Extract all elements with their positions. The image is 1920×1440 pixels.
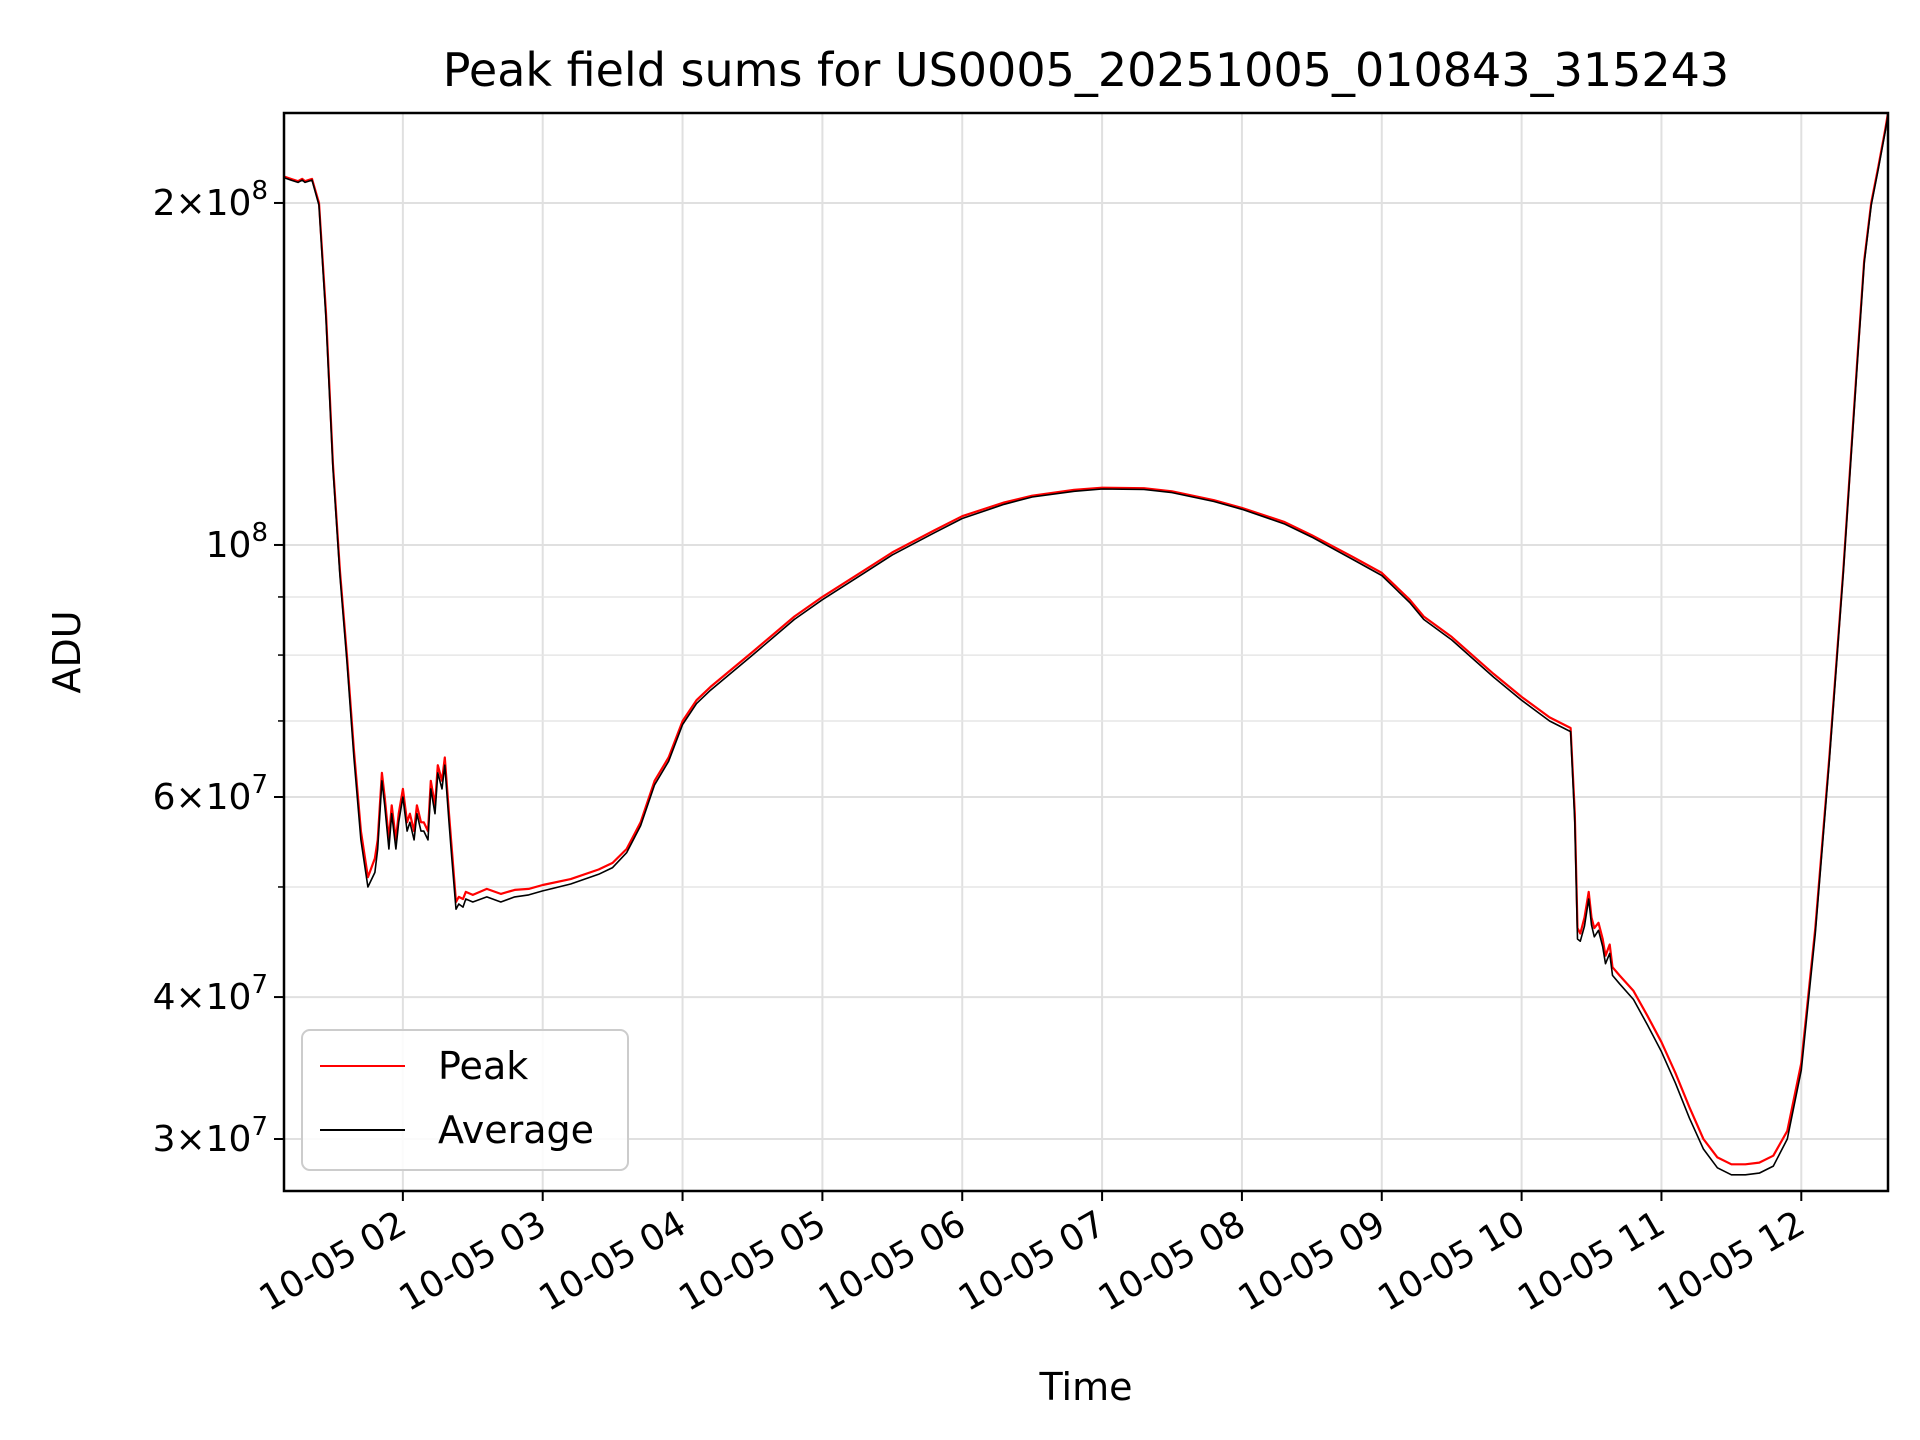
y-tick-label: 6×107 <box>153 770 268 818</box>
chart-title: Peak field sums for US0005_20251005_0108… <box>443 43 1729 97</box>
y-tick-label: 3×107 <box>153 1112 268 1160</box>
y-tick-label: 2×108 <box>153 176 268 224</box>
series-line-peak <box>284 113 1888 1166</box>
legend: Peak Average <box>301 1029 629 1171</box>
legend-average-label: Average <box>438 1108 594 1152</box>
plot-frame <box>282 111 1890 1193</box>
series-line-average <box>284 114 1888 1176</box>
x-axis-label: Time <box>1039 1365 1133 1409</box>
y-tick-label: 4×107 <box>153 970 268 1018</box>
y-axis-label: ADU <box>45 610 89 693</box>
y-axis-ticks: 3×107 4×107 6×107 108 2×108 <box>153 176 284 1160</box>
legend-peak-label: Peak <box>438 1044 528 1088</box>
grid <box>284 113 1888 1191</box>
series-lines <box>284 113 1888 1176</box>
y-tick-label: 108 <box>206 518 268 566</box>
